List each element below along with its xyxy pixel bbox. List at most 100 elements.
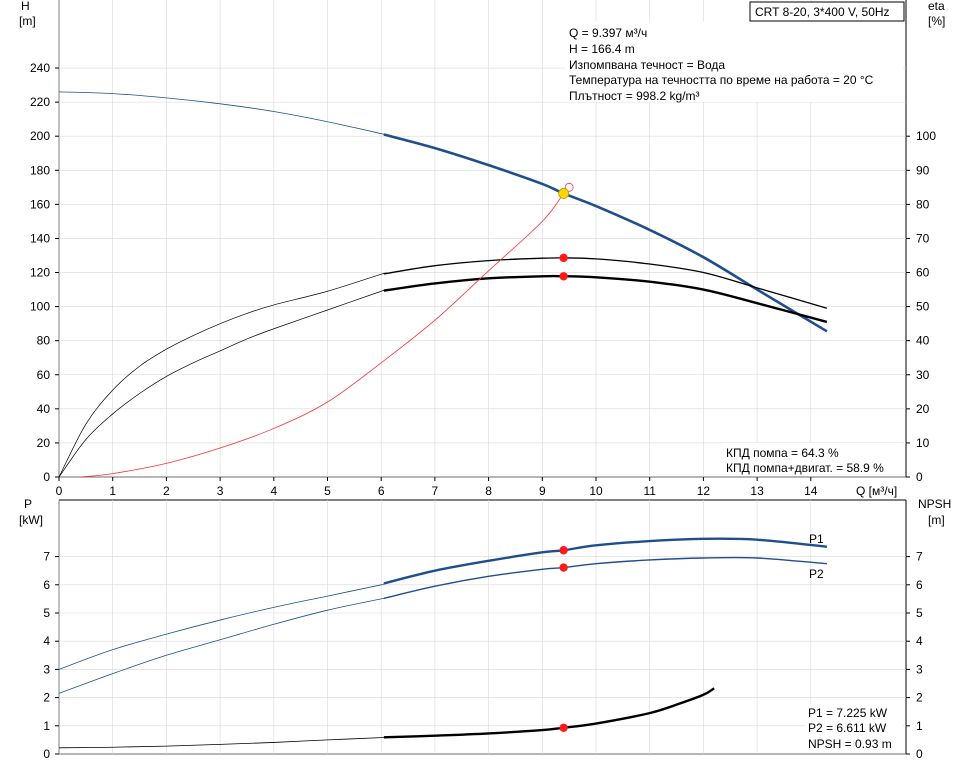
duty-point-P2 — [559, 563, 568, 572]
title-box — [749, 1, 905, 22]
y-right-tick-label: 20 — [916, 402, 930, 416]
x-tick-label: 6 — [378, 484, 385, 498]
top-panel-grid — [58, 0, 907, 478]
x-tick-label: 1 — [109, 484, 116, 498]
x-tick-label: 12 — [697, 484, 711, 498]
y-right-tick-label: 70 — [916, 231, 930, 245]
p1-curve-thin — [58, 582, 387, 670]
curves — [58, 91, 828, 749]
y-right-tick-label: 1 — [916, 719, 923, 733]
y-right-tick-label: 80 — [916, 197, 930, 211]
eta-total-curve — [383, 274, 828, 324]
info-temp: Температура на течността по време на раб… — [569, 73, 874, 87]
eta-pump-curve — [383, 257, 828, 309]
y-right-tick-label: 60 — [916, 266, 930, 280]
y-left-tick-label: 40 — [37, 402, 51, 416]
y-left-tick-label: 3 — [43, 662, 50, 676]
x-axis-label: Q [м³/ч] — [856, 484, 897, 498]
title-box-text: CRT 8-20, 3*400 V, 50Hz — [755, 5, 890, 19]
y-left-unit-top: [m] — [19, 14, 36, 28]
x-tick-label: 4 — [270, 484, 277, 498]
y-left-label-bottom: P — [24, 497, 32, 511]
duty-point-eta_total — [559, 272, 568, 281]
y-left-tick-label: 0 — [43, 470, 50, 484]
y-right-tick-label: 0 — [916, 747, 923, 761]
eta-pump-curve-thin — [58, 272, 387, 478]
system-end-marker — [564, 182, 574, 192]
info-bottom-bg — [805, 704, 903, 752]
y-right-tick-label: 40 — [916, 334, 930, 348]
info-density: Плътност = 998.2 kg/m³ — [569, 89, 699, 103]
y-right-tick-label: 90 — [916, 163, 930, 177]
info-eff-bg — [722, 443, 902, 476]
x-tick-label: 2 — [163, 484, 170, 498]
y-right-tick-label: 100 — [916, 129, 936, 143]
y-right-tick-label: 30 — [916, 368, 930, 382]
duty-point-head — [558, 188, 570, 199]
duty-point-eta_pump — [559, 253, 568, 263]
npsh-curve — [383, 687, 715, 739]
y-left-tick-label: 100 — [30, 300, 50, 314]
p2-curve-thin — [58, 597, 387, 694]
duty-point-NPSH — [559, 723, 568, 732]
bottom-panel-grid — [58, 499, 907, 755]
p1-curve — [383, 537, 828, 585]
info-p2: P2 = 6.611 kW — [808, 721, 887, 735]
y-right-tick-label: 50 — [916, 300, 930, 314]
series-label-p1: P1 — [809, 532, 824, 546]
x-tick-label: 0 — [56, 484, 63, 498]
y-left-tick-label: 80 — [37, 334, 51, 348]
y-left-tick-label: 200 — [30, 129, 50, 143]
x-tick-label: 9 — [539, 484, 546, 498]
x-tick-label: 3 — [217, 484, 224, 498]
y-left-tick-label: 5 — [43, 606, 50, 620]
info-eff-total: КПД помпа+двигат. = 58.9 % — [726, 461, 884, 475]
x-tick-label: 8 — [485, 484, 492, 498]
y-left-tick-label: 180 — [30, 163, 50, 177]
series-label-p2: P2 — [809, 567, 824, 581]
x-tick-label: 14 — [804, 484, 818, 498]
y-right-tick-label: 3 — [916, 662, 923, 676]
y-right-tick-label: 10 — [916, 436, 930, 450]
y-right-tick-label: 5 — [916, 606, 923, 620]
info-liquid: Изпомпвана течност = Вода — [569, 58, 725, 72]
system-curve — [80, 187, 570, 478]
head-curve — [383, 133, 828, 333]
y-right-tick-label: 0 — [916, 470, 923, 484]
y-left-tick-label: 220 — [30, 95, 50, 109]
x-tick-label: 7 — [432, 484, 439, 498]
y-left-tick-label: 20 — [37, 436, 51, 450]
y-left-tick-label: 7 — [43, 550, 50, 564]
y-left-tick-label: 2 — [43, 691, 50, 705]
y-left-tick-label: 1 — [43, 719, 50, 733]
eta-total-curve-thin — [58, 289, 387, 478]
info-p1: P1 = 7.225 kW — [808, 706, 888, 720]
y-left-tick-label: 4 — [43, 634, 50, 648]
x-tick-label: 11 — [643, 484, 656, 498]
x-tick-label: 13 — [750, 484, 764, 498]
head-curve-thin — [58, 91, 387, 136]
info-npsh: NPSH = 0.93 m — [808, 737, 892, 751]
y-right-tick-label: 4 — [916, 634, 923, 648]
y-left-tick-label: 160 — [30, 197, 50, 211]
y-right-unit-bottom: [m] — [928, 513, 945, 527]
y-left-tick-label: 120 — [30, 266, 50, 280]
y-left-tick-label: 240 — [30, 61, 50, 75]
duty-point-P1 — [559, 546, 568, 555]
p2-curve — [383, 556, 827, 600]
y-right-tick-label: 6 — [916, 578, 923, 592]
y-right-unit-top: [%] — [928, 14, 945, 28]
axis-ticks: 0204060801001201401601802002202400102030… — [30, 61, 936, 761]
operating-points — [558, 182, 574, 732]
y-left-label-top: H — [21, 0, 30, 13]
x-tick-label: 5 — [324, 484, 331, 498]
y-right-tick-label: 2 — [916, 691, 923, 705]
y-left-tick-label: 0 — [43, 747, 50, 761]
y-left-tick-label: 140 — [30, 231, 50, 245]
y-right-tick-label: 7 — [916, 550, 923, 564]
y-left-tick-label: 6 — [43, 578, 50, 592]
info-h: H = 166.4 m — [569, 42, 635, 56]
info-eff-pump: КПД помпа = 64.3 % — [726, 446, 839, 460]
y-right-label-bottom: NPSH — [918, 497, 951, 511]
